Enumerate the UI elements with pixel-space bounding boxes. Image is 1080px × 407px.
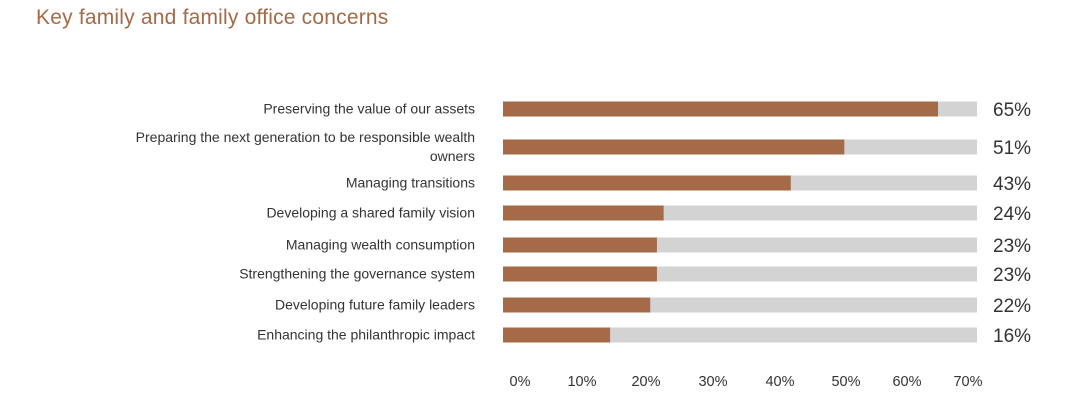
x-tick-label: 60% (892, 374, 921, 390)
x-tick-label: 0% (510, 374, 531, 390)
bar (503, 139, 845, 155)
bar-track (503, 327, 977, 343)
data-label: 43% (993, 174, 1031, 195)
category-label: Developing a shared family vision (266, 205, 475, 221)
x-tick-label: 70% (953, 374, 982, 390)
category-label: Preparing the next generation to be resp… (136, 129, 475, 145)
category-label: Developing future family leaders (275, 297, 475, 313)
category-label: Strengthening the governance system (239, 266, 475, 282)
category-label: owners (430, 148, 475, 164)
x-tick-label: 20% (631, 374, 660, 390)
data-label: 16% (993, 326, 1031, 347)
category-label: Managing wealth consumption (286, 237, 475, 253)
bar (503, 266, 657, 282)
category-label: Enhancing the philanthropic impact (257, 327, 475, 343)
bar (503, 101, 938, 117)
bar (503, 327, 611, 343)
bar (503, 237, 657, 253)
data-label: 24% (993, 204, 1031, 225)
category-label: Managing transitions (346, 175, 475, 191)
data-label: 51% (993, 138, 1031, 159)
bar (503, 297, 651, 313)
x-tick-label: 10% (567, 374, 596, 390)
data-label: 22% (993, 296, 1031, 317)
x-tick-label: 50% (831, 374, 860, 390)
data-label: 23% (993, 236, 1031, 257)
data-label: 23% (993, 265, 1031, 286)
category-label: Preserving the value of our assets (263, 101, 475, 117)
chart-title: Key family and family office concerns (36, 6, 389, 29)
data-label: 65% (993, 100, 1031, 121)
bar (503, 175, 791, 191)
x-tick-label: 40% (765, 374, 794, 390)
x-tick-label: 30% (698, 374, 727, 390)
bar (503, 205, 664, 221)
